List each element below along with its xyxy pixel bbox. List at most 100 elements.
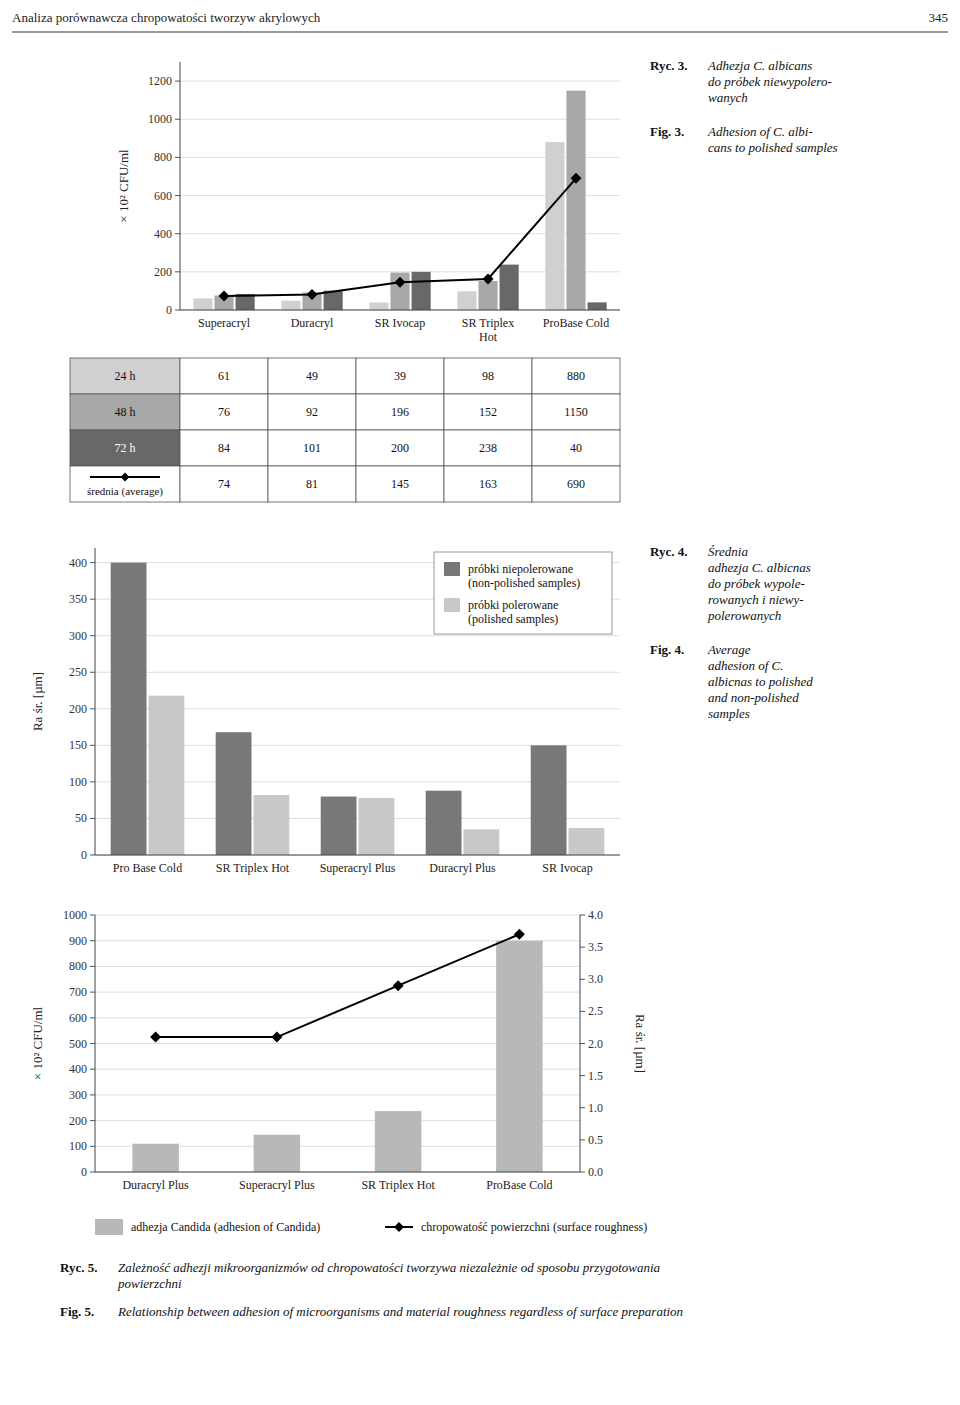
tick-label: 1.5 [588, 1069, 603, 1083]
tick-mark [90, 745, 95, 746]
tick-mark [90, 635, 95, 636]
chart: 010020030040050060070080090010000.00.51.… [30, 908, 648, 1235]
bar [149, 696, 185, 855]
tick-mark [90, 562, 95, 563]
legend-label: 72 h [115, 441, 136, 455]
grid-line [95, 1172, 580, 1173]
table-cell [532, 466, 620, 502]
y-axis-label: Ra śr. [µm] [30, 672, 45, 731]
line [156, 934, 520, 1037]
table-value: 98 [482, 369, 494, 383]
legend-label: 48 h [115, 405, 136, 419]
bar [390, 273, 409, 310]
table-cell [356, 358, 444, 394]
marker [219, 290, 230, 301]
bar [111, 563, 147, 855]
table-value: 145 [391, 477, 409, 491]
tick-label: 1200 [148, 74, 172, 88]
table-cell [356, 466, 444, 502]
tick-label: 50 [75, 811, 87, 825]
legend-swatch [444, 598, 460, 612]
text-line: próbki niepolerowane [468, 562, 573, 576]
tick-label: 2.0 [588, 1037, 603, 1051]
tick-label: 600 [154, 189, 172, 203]
table-cell [356, 394, 444, 430]
bar [496, 941, 543, 1172]
text-line: (non-polished samples) [468, 576, 580, 590]
tick-label: 350 [69, 592, 87, 606]
marker [307, 289, 318, 300]
tick-label: 100 [69, 1139, 87, 1153]
text-line: samples [708, 706, 750, 721]
grid-line [180, 310, 620, 311]
plot-area [111, 563, 605, 855]
table-cell [532, 430, 620, 466]
tick-label: 400 [69, 1062, 87, 1076]
caption-text: Averageadhesion of C.albicnas to polishe… [707, 642, 813, 721]
legend-swatch [70, 430, 180, 466]
tick-mark [90, 1172, 95, 1173]
tick-label: 0 [81, 848, 87, 862]
table-cell [444, 430, 532, 466]
tick-label: 100 [69, 775, 87, 789]
tick-mark [175, 119, 180, 120]
tick-label: 600 [69, 1011, 87, 1025]
tick-mark [90, 1120, 95, 1121]
table-cell [532, 394, 620, 430]
table-value: 238 [479, 441, 497, 455]
tick-mark [90, 1146, 95, 1147]
category-label: ProBase Cold [543, 316, 609, 330]
legend-swatch [70, 358, 180, 394]
legend-label: adhezja Candida (adhesion of Candida) [131, 1220, 320, 1234]
table-cell [180, 358, 268, 394]
bar [216, 732, 252, 855]
page-title: Analiza porównawcza chropowatości tworzy… [12, 10, 321, 25]
caption-label: Fig. 3. [650, 124, 684, 139]
page-number: 345 [929, 10, 949, 25]
text-line: do próbek niewypolero- [708, 74, 832, 89]
bar [500, 265, 519, 310]
tick-label: 150 [69, 738, 87, 752]
bar [464, 829, 500, 855]
caption-label: Fig. 5. [60, 1304, 94, 1319]
plot-area [132, 929, 542, 1172]
bar [375, 1111, 422, 1172]
table-value: 76 [218, 405, 230, 419]
legend-label: 24 h [115, 369, 136, 383]
legend-table: 24 h6149399888048 h7692196152115072 h841… [70, 358, 620, 502]
caption-text: Średniaadhezja C. albicnasdo próbek wypo… [707, 544, 811, 623]
grid-line [95, 672, 620, 673]
category-label: ProBase Cold [486, 1178, 552, 1192]
tick-mark [580, 979, 585, 980]
table-cell [268, 358, 356, 394]
tick-label: 0.0 [588, 1165, 603, 1179]
tick-label: 400 [69, 556, 87, 570]
tick-mark [90, 781, 95, 782]
chart: 020040060080010001200× 10² CFU/mlSuperac… [70, 62, 620, 502]
marker [483, 273, 494, 284]
text-line: albicnas to polished [708, 674, 813, 689]
table-value: 39 [394, 369, 406, 383]
tick-mark [175, 81, 180, 82]
bar [321, 797, 357, 855]
bar [569, 828, 605, 855]
bar [132, 1144, 179, 1172]
table-value: 49 [306, 369, 318, 383]
table-cell [444, 358, 532, 394]
tick-mark [175, 310, 180, 311]
category-label: Duracryl Plus [429, 861, 496, 875]
tick-label: 3.0 [588, 972, 603, 986]
text-line: rowanych i niewy- [708, 592, 804, 607]
table-value: 81 [306, 477, 318, 491]
table-cell [532, 358, 620, 394]
caption-label: Ryc. 5. [60, 1260, 97, 1275]
category-label: Superacryl Plus [239, 1178, 315, 1192]
text-line: adhesion of C. [708, 658, 783, 673]
y-axis-line [95, 548, 96, 855]
plot-area [193, 91, 606, 310]
text-line: Hot [479, 330, 498, 344]
caption-label: Ryc. 4. [650, 544, 687, 559]
x-axis-line [95, 1172, 580, 1173]
table-value: 61 [218, 369, 230, 383]
category-label: SR Triplex Hot [216, 861, 290, 875]
